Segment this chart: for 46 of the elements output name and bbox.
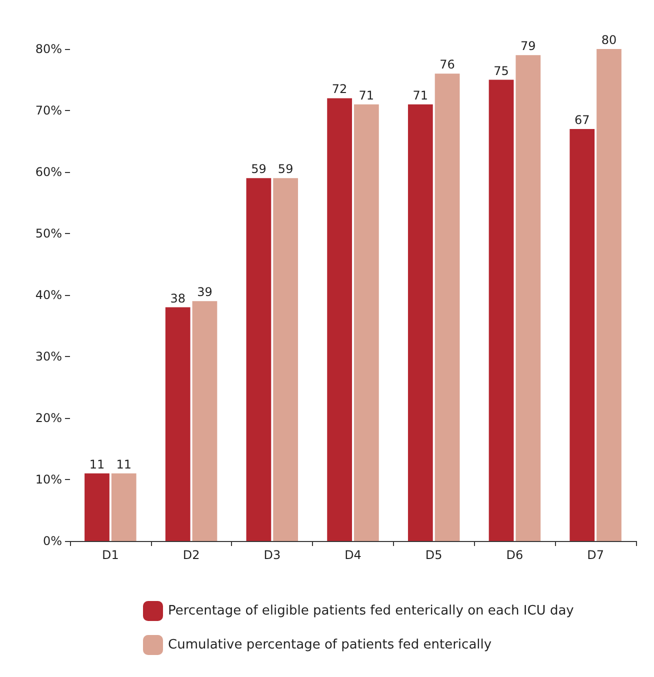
- bar: [84, 473, 110, 541]
- bar: [488, 80, 514, 541]
- bar: [570, 128, 595, 541]
- bar: [246, 178, 272, 541]
- bar: [273, 178, 298, 541]
- data-label: 72: [332, 82, 348, 96]
- x-tick-label: D7: [587, 548, 604, 562]
- data-label: 79: [520, 39, 536, 54]
- data-label: 39: [197, 285, 212, 300]
- bar: [516, 55, 541, 541]
- bar: [434, 74, 460, 541]
- data-label: 71: [358, 88, 374, 102]
- y-tick-label: 20%: [35, 411, 62, 425]
- legend-label: Percentage of eligible patients fed enterically on each ICU day: [168, 604, 574, 618]
- x-tick-label: D2: [182, 548, 200, 562]
- data-label: 75: [494, 64, 509, 78]
- data-label: 59: [278, 162, 294, 176]
- bar: [111, 473, 136, 541]
- x-tick-label: D1: [102, 548, 119, 562]
- bar: [327, 98, 352, 541]
- data-label: 76: [440, 58, 455, 72]
- data-label: 71: [412, 88, 428, 102]
- y-tick-label: 70%: [35, 104, 62, 118]
- y-tick-label: 50%: [35, 226, 62, 240]
- bar: [192, 301, 218, 541]
- x-tick-label: D5: [425, 548, 442, 562]
- y-tick-label: 10%: [35, 472, 62, 486]
- legend-label: Cumulative percentage of patients fed enterically: [168, 638, 492, 652]
- x-tick-label: D3: [264, 548, 281, 562]
- data-label: 59: [251, 162, 266, 176]
- bar: [408, 104, 433, 541]
- y-tick-label: 0%: [42, 534, 62, 548]
- data-label: 67: [574, 112, 590, 127]
- y-tick-label: 80%: [35, 42, 62, 56]
- data-label: 11: [89, 457, 105, 472]
- y-tick-label: 40%: [35, 288, 62, 302]
- bar: [354, 104, 379, 541]
- bar: [165, 307, 190, 541]
- x-tick-label: D6: [506, 548, 524, 562]
- x-tick-label: D4: [344, 548, 362, 562]
- y-tick-label: 60%: [35, 165, 62, 179]
- data-label: 11: [116, 457, 132, 472]
- bar: [596, 49, 622, 541]
- y-tick-label: 30%: [35, 350, 62, 364]
- data-label: 38: [170, 291, 186, 306]
- data-label: 80: [601, 33, 617, 47]
